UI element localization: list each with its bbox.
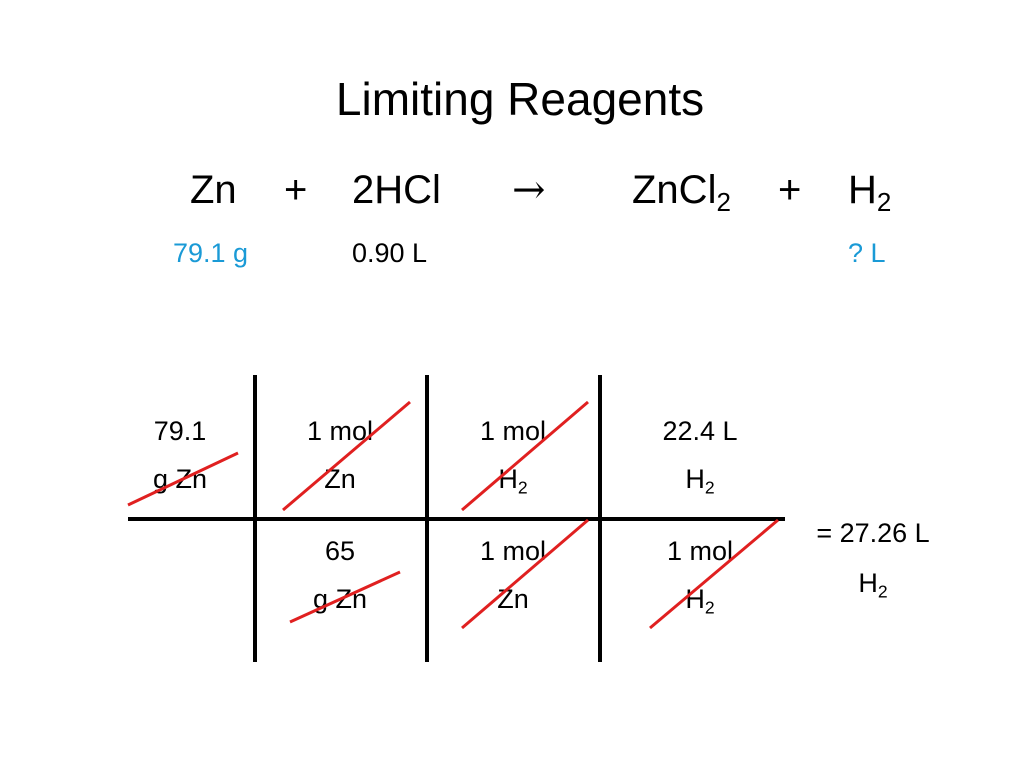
cell-text: = 27.26 L: [816, 518, 930, 548]
cell-text: H: [498, 464, 518, 494]
cell-text: H: [858, 568, 878, 598]
cancel-line: [649, 518, 779, 630]
slide-title: Limiting Reagents: [335, 73, 705, 125]
subscript: 2: [876, 186, 892, 217]
quantity: 79.1 g: [173, 238, 249, 268]
cell-line: 79.1: [154, 418, 207, 445]
cell-line: Zn: [497, 586, 529, 613]
equation-term: Zn: [190, 170, 237, 210]
cell-text: 1 mol: [666, 536, 734, 566]
term: ZnCl: [632, 168, 717, 212]
subscript: 2: [716, 186, 731, 217]
equation-term: +: [778, 170, 801, 210]
equation-term: ZnCl2: [632, 170, 731, 215]
cell-text: Zn: [497, 584, 529, 614]
cell-text: 1 mol: [479, 536, 547, 566]
equation-term: H2: [848, 170, 891, 215]
equation-arrow: →: [512, 170, 546, 210]
subscript: 2: [517, 477, 528, 498]
term: 2HCl: [352, 168, 441, 212]
cell-line: 1 mol: [667, 538, 733, 565]
cancel-line: [461, 518, 589, 630]
cancel-line: [282, 400, 411, 512]
cell-line: 1 mol: [307, 418, 373, 445]
cell-line: 22.4 L: [662, 418, 737, 445]
cell-text: 1 mol: [479, 416, 547, 446]
cell-line: H2: [498, 466, 527, 497]
quantity: ? L: [848, 238, 886, 268]
term: H: [848, 168, 877, 212]
cell-line: 65: [325, 538, 355, 565]
cell-text: H: [685, 464, 705, 494]
subscript: 2: [877, 581, 888, 602]
term: +: [284, 168, 308, 212]
cell-text: 79.1: [153, 416, 207, 446]
cancel-line: [289, 570, 401, 624]
cell-line: H2: [685, 466, 714, 497]
cancel-line: [461, 400, 589, 512]
cancel-line: [127, 451, 239, 507]
subscript: 2: [704, 477, 715, 498]
term: →: [512, 167, 546, 213]
cell-line: = 27.26 L: [816, 520, 929, 547]
cell-text: 65: [324, 536, 356, 566]
cell-line: 1 mol: [480, 418, 546, 445]
term: Zn: [190, 168, 237, 212]
equation-term: +: [284, 170, 307, 210]
cell-text: 22.4 L: [662, 416, 738, 446]
cell-line: H2: [858, 570, 887, 601]
cell-line: 1 mol: [480, 538, 546, 565]
equation-term: 2HCl: [352, 170, 441, 210]
quantity: 0.90 L: [352, 238, 428, 268]
cell-text: 1 mol: [306, 416, 374, 446]
term: +: [778, 168, 802, 212]
subscript: 2: [704, 597, 715, 618]
